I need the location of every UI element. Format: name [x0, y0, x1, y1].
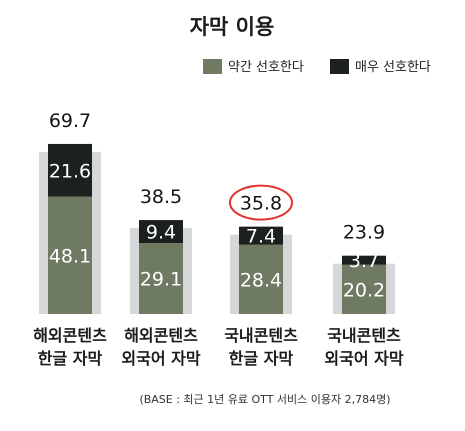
total-label: 23.9	[343, 222, 385, 244]
category-label: 외국어 자막	[324, 349, 403, 368]
legend-swatch-somewhat	[203, 59, 222, 74]
data-label-very: 7.4	[246, 226, 276, 248]
category-label: 외국어 자막	[121, 349, 200, 368]
bar-segment-very	[139, 220, 183, 243]
bar-segment-somewhat	[342, 264, 386, 314]
total-label: 35.8	[240, 193, 282, 215]
category-label: 한글 자막	[38, 349, 103, 368]
data-label-somewhat: 28.4	[240, 269, 282, 291]
bar-segment-somewhat	[239, 244, 283, 314]
category-label: 한글 자막	[229, 349, 294, 368]
bar-segment-very	[239, 226, 283, 245]
legend-swatch-very	[330, 59, 349, 74]
data-label-somewhat: 48.1	[49, 245, 91, 267]
data-label-very: 3.7	[349, 250, 379, 272]
chart-title: 자막 이용	[190, 15, 275, 39]
data-label-somewhat: 29.1	[140, 268, 182, 290]
total-label: 38.5	[140, 186, 182, 208]
category-label: 해외콘텐츠	[124, 326, 198, 345]
bar-segment-somewhat	[139, 242, 183, 314]
data-label-very: 21.6	[49, 160, 91, 182]
data-label-somewhat: 20.2	[343, 279, 385, 301]
bar-segment-very	[48, 143, 92, 197]
bar-segment-somewhat	[48, 196, 92, 314]
legend: 약간 선호한다 매우 선호한다	[203, 59, 431, 75]
legend-label-somewhat: 약간 선호한다	[228, 60, 304, 75]
highlight-circle	[229, 184, 293, 221]
legend-label-very: 매우 선호한다	[355, 60, 431, 75]
total-label: 69.7	[49, 110, 91, 132]
data-label-very: 9.4	[146, 222, 176, 244]
category-label: 해외콘텐츠	[33, 326, 107, 345]
bar-segment-very	[342, 255, 386, 265]
footnote: (BASE : 최근 1년 유료 OTT 서비스 이용자 2,784명)	[139, 393, 390, 406]
category-label: 국내콘텐츠	[327, 326, 401, 345]
category-label: 국내콘텐츠	[224, 326, 298, 345]
